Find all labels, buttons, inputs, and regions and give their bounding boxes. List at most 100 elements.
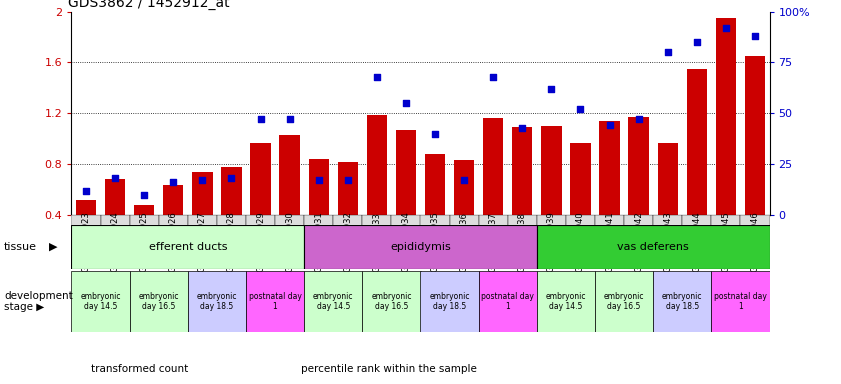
- Point: [719, 25, 733, 31]
- Point: [574, 106, 587, 112]
- Text: GSM560928: GSM560928: [227, 212, 236, 263]
- Bar: [595, 271, 653, 332]
- Point: [225, 175, 238, 182]
- Bar: [740, 12, 770, 215]
- Text: GSM560924: GSM560924: [111, 212, 119, 262]
- Bar: [304, 215, 333, 259]
- Bar: [362, 215, 391, 259]
- Text: GSM560926: GSM560926: [169, 212, 177, 263]
- Text: embryonic
day 18.5: embryonic day 18.5: [662, 292, 702, 311]
- Bar: [333, 215, 362, 259]
- Bar: [425, 154, 445, 215]
- Bar: [624, 12, 653, 215]
- Bar: [682, 12, 711, 215]
- Bar: [362, 271, 420, 332]
- Bar: [304, 12, 333, 215]
- Bar: [537, 225, 770, 269]
- Bar: [628, 117, 648, 215]
- Text: GSM560941: GSM560941: [605, 212, 614, 262]
- Text: percentile rank within the sample: percentile rank within the sample: [301, 364, 477, 374]
- Bar: [479, 12, 508, 215]
- Text: efferent ducts: efferent ducts: [149, 242, 227, 252]
- Bar: [716, 18, 736, 215]
- Bar: [450, 215, 479, 259]
- Bar: [653, 215, 682, 259]
- Bar: [483, 118, 504, 215]
- Text: GSM560930: GSM560930: [285, 212, 294, 263]
- Text: embryonic
day 14.5: embryonic day 14.5: [81, 292, 121, 311]
- Text: GSM560929: GSM560929: [256, 212, 265, 262]
- Point: [370, 74, 383, 80]
- Text: embryonic
day 14.5: embryonic day 14.5: [313, 292, 353, 311]
- Bar: [420, 12, 450, 215]
- Bar: [595, 12, 624, 215]
- Bar: [251, 142, 271, 215]
- Bar: [71, 271, 130, 332]
- Text: GSM560940: GSM560940: [576, 212, 585, 262]
- Bar: [566, 215, 595, 259]
- Bar: [159, 215, 188, 259]
- Point: [137, 192, 151, 198]
- Bar: [653, 12, 682, 215]
- Bar: [508, 215, 537, 259]
- Bar: [333, 12, 362, 215]
- Bar: [595, 215, 624, 259]
- Bar: [309, 159, 329, 215]
- Bar: [159, 12, 188, 215]
- Bar: [537, 215, 566, 259]
- Bar: [367, 114, 387, 215]
- Point: [690, 39, 704, 45]
- Text: GSM560938: GSM560938: [518, 212, 526, 263]
- Bar: [508, 12, 537, 215]
- Bar: [537, 271, 595, 332]
- Point: [312, 177, 325, 184]
- Point: [108, 175, 122, 182]
- Text: GSM560936: GSM560936: [460, 212, 468, 263]
- Bar: [682, 215, 711, 259]
- Bar: [624, 215, 653, 259]
- Bar: [600, 121, 620, 215]
- Bar: [740, 215, 770, 259]
- Bar: [396, 130, 416, 215]
- Point: [254, 116, 267, 122]
- Point: [167, 179, 180, 185]
- Bar: [76, 200, 96, 215]
- Bar: [537, 12, 566, 215]
- Text: postnatal day
1: postnatal day 1: [714, 292, 767, 311]
- Text: GSM560939: GSM560939: [547, 212, 556, 263]
- Text: embryonic
day 16.5: embryonic day 16.5: [604, 292, 644, 311]
- Bar: [420, 271, 479, 332]
- Text: GSM560931: GSM560931: [315, 212, 323, 263]
- Bar: [246, 215, 275, 259]
- Text: GSM560923: GSM560923: [82, 212, 91, 263]
- Text: epididymis: epididymis: [390, 242, 451, 252]
- Bar: [391, 12, 420, 215]
- Bar: [130, 271, 188, 332]
- Bar: [711, 215, 740, 259]
- Bar: [686, 69, 707, 215]
- Bar: [653, 271, 711, 332]
- Point: [196, 177, 209, 184]
- Bar: [130, 12, 159, 215]
- Point: [748, 33, 762, 39]
- Bar: [711, 12, 740, 215]
- Point: [79, 187, 93, 194]
- Text: GSM560935: GSM560935: [431, 212, 440, 263]
- Bar: [362, 12, 391, 215]
- Bar: [193, 172, 213, 215]
- Point: [516, 124, 529, 131]
- Bar: [391, 215, 420, 259]
- Bar: [163, 185, 183, 215]
- Point: [283, 116, 296, 122]
- Bar: [479, 271, 537, 332]
- Text: GSM560934: GSM560934: [401, 212, 410, 263]
- Text: GSM560942: GSM560942: [634, 212, 643, 262]
- Text: embryonic
day 14.5: embryonic day 14.5: [546, 292, 586, 311]
- Text: embryonic
day 16.5: embryonic day 16.5: [139, 292, 179, 311]
- Bar: [479, 215, 508, 259]
- Bar: [71, 225, 304, 269]
- Bar: [71, 12, 101, 215]
- Text: embryonic
day 16.5: embryonic day 16.5: [371, 292, 411, 311]
- Point: [428, 131, 442, 137]
- Text: embryonic
day 18.5: embryonic day 18.5: [430, 292, 470, 311]
